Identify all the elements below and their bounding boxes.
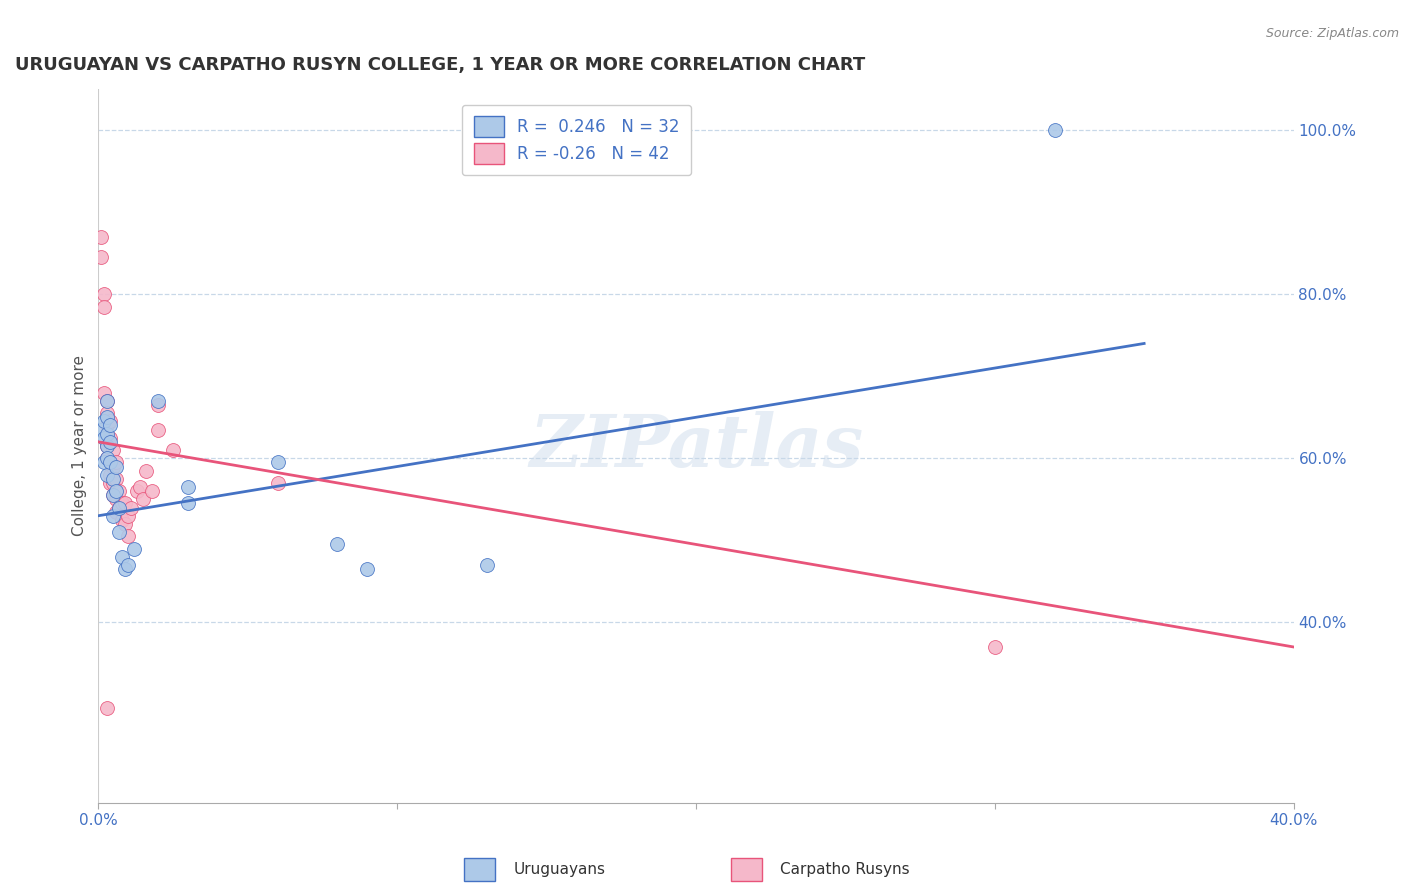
Point — [108, 500, 131, 515]
Point — [96, 701, 118, 715]
Point — [117, 558, 139, 572]
Point — [105, 459, 128, 474]
Point — [90, 423, 112, 437]
Point — [100, 418, 122, 433]
Point — [96, 451, 118, 466]
Point — [356, 562, 378, 576]
Text: Uruguayans: Uruguayans — [513, 863, 605, 877]
Point — [96, 418, 118, 433]
Point — [117, 508, 139, 523]
Point — [114, 496, 136, 510]
Point — [111, 496, 134, 510]
Point — [100, 414, 122, 428]
Point — [1043, 123, 1066, 137]
Point — [267, 455, 290, 469]
Point — [105, 472, 128, 486]
Text: Source: ZipAtlas.com: Source: ZipAtlas.com — [1265, 27, 1399, 40]
Point — [984, 640, 1007, 654]
Point — [267, 475, 290, 490]
Point — [162, 443, 184, 458]
Point — [135, 464, 157, 478]
Point — [103, 475, 125, 490]
Point — [103, 488, 125, 502]
Point — [120, 500, 142, 515]
Point — [100, 467, 122, 482]
Point — [100, 431, 122, 445]
Point — [108, 500, 131, 515]
Point — [100, 434, 122, 449]
Point — [177, 496, 200, 510]
Point — [103, 443, 125, 458]
Point — [93, 287, 115, 301]
Point — [103, 488, 125, 502]
Point — [96, 406, 118, 420]
Point — [177, 480, 200, 494]
Point — [105, 492, 128, 507]
Point — [93, 385, 115, 400]
Point — [96, 410, 118, 425]
Point — [148, 398, 170, 412]
Point — [96, 451, 118, 466]
Point — [103, 459, 125, 474]
Text: URUGUAYAN VS CARPATHO RUSYN COLLEGE, 1 YEAR OR MORE CORRELATION CHART: URUGUAYAN VS CARPATHO RUSYN COLLEGE, 1 Y… — [15, 56, 865, 74]
Point — [124, 541, 146, 556]
Point — [111, 513, 134, 527]
Point — [117, 529, 139, 543]
Point — [475, 558, 498, 572]
Point — [141, 484, 163, 499]
Legend: R =  0.246   N = 32, R = -0.26   N = 42: R = 0.246 N = 32, R = -0.26 N = 42 — [463, 104, 690, 176]
Point — [96, 426, 118, 441]
Point — [111, 549, 134, 564]
Point — [93, 300, 115, 314]
Text: Carpatho Rusyns: Carpatho Rusyns — [780, 863, 910, 877]
Point — [96, 439, 118, 453]
Y-axis label: College, 1 year or more: College, 1 year or more — [72, 356, 87, 536]
Point — [100, 475, 122, 490]
Point — [93, 455, 115, 469]
Point — [114, 516, 136, 531]
Point — [114, 562, 136, 576]
Point — [96, 439, 118, 453]
Point — [129, 480, 152, 494]
Point — [100, 455, 122, 469]
Point — [90, 230, 112, 244]
Point — [326, 537, 349, 551]
Point — [96, 467, 118, 482]
Point — [132, 492, 155, 507]
Point — [148, 393, 170, 408]
Point — [90, 251, 112, 265]
Point — [105, 455, 128, 469]
Point — [96, 393, 118, 408]
Point — [93, 414, 115, 428]
Point — [108, 484, 131, 499]
Point — [148, 423, 170, 437]
Point — [105, 484, 128, 499]
Point — [105, 505, 128, 519]
Point — [96, 393, 118, 408]
Point — [108, 525, 131, 540]
Text: ZIPatlas: ZIPatlas — [529, 410, 863, 482]
Point — [103, 472, 125, 486]
Point — [103, 508, 125, 523]
Point — [127, 484, 149, 499]
Point — [93, 431, 115, 445]
